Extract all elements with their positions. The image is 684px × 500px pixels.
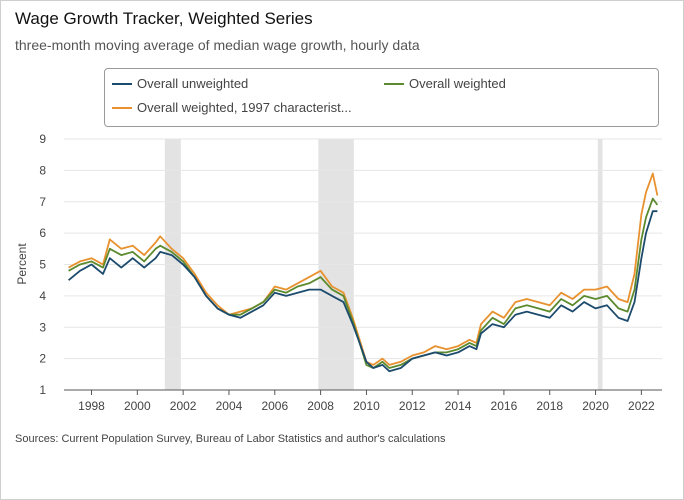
y-tick-label: 1 bbox=[39, 383, 46, 397]
y-tick-label: 6 bbox=[39, 226, 46, 240]
legend-label-weighted-1997: Overall weighted, 1997 characterist... bbox=[137, 100, 352, 115]
y-tick-label: 2 bbox=[39, 352, 46, 366]
x-tick-label: 2012 bbox=[399, 399, 426, 413]
y-tick-label: 9 bbox=[39, 132, 46, 146]
series-line-weighted bbox=[68, 197, 659, 369]
legend-item-weighted[interactable]: Overall weighted bbox=[384, 76, 506, 91]
legend-item-weighted-1997[interactable]: Overall weighted, 1997 characterist... bbox=[112, 100, 352, 115]
x-tick-label: 2010 bbox=[353, 399, 380, 413]
legend-swatch-weighted bbox=[384, 82, 404, 85]
legend-label-weighted: Overall weighted bbox=[409, 76, 506, 91]
legend-swatch-unweighted bbox=[112, 82, 132, 85]
x-tick-label: 2014 bbox=[445, 399, 472, 413]
y-tick-label: 8 bbox=[39, 163, 46, 177]
series-line-unweighted bbox=[68, 210, 658, 373]
x-tick-label: 1998 bbox=[78, 399, 105, 413]
x-tick-label: 2018 bbox=[536, 399, 563, 413]
chart-subtitle: three-month moving average of median wag… bbox=[15, 37, 420, 53]
x-tick-label: 2008 bbox=[307, 399, 334, 413]
x-tick-label: 2002 bbox=[170, 399, 197, 413]
y-axis-label: Percent bbox=[15, 243, 29, 285]
x-tick-label: 2022 bbox=[628, 399, 655, 413]
y-tick-label: 7 bbox=[39, 195, 46, 209]
source-note: Sources: Current Population Survey, Bure… bbox=[15, 433, 446, 445]
x-tick-label: 2016 bbox=[491, 399, 518, 413]
x-tick-label: 2004 bbox=[216, 399, 243, 413]
legend-swatch-weighted-1997 bbox=[112, 106, 132, 109]
y-tick-label: 4 bbox=[39, 289, 46, 303]
series-line-weighted-1997 bbox=[68, 172, 659, 366]
x-tick-label: 2006 bbox=[261, 399, 288, 413]
x-tick-label: 2000 bbox=[124, 399, 151, 413]
chart-legend: Overall unweighted Overall weighted Over… bbox=[104, 68, 659, 127]
chart-title: Wage Growth Tracker, Weighted Series bbox=[15, 9, 313, 28]
x-tick-label: 2020 bbox=[582, 399, 609, 413]
y-tick-label: 3 bbox=[39, 320, 46, 334]
legend-label-unweighted: Overall unweighted bbox=[137, 76, 249, 91]
legend-item-unweighted[interactable]: Overall unweighted bbox=[112, 76, 248, 91]
y-tick-label: 5 bbox=[39, 258, 46, 272]
